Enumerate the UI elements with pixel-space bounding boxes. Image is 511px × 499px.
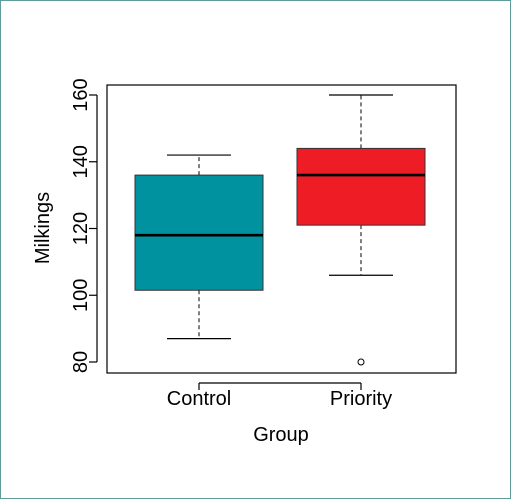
- box-priority: [296, 94, 426, 366]
- plot-area-border: [106, 84, 457, 374]
- x-tick-label: Control: [167, 388, 231, 410]
- boxes-layer: [134, 94, 426, 366]
- x-tick-label: Priority: [330, 388, 392, 410]
- box-control: [134, 154, 264, 340]
- x-axis-ticks: Control Priority: [167, 383, 392, 410]
- x-axis-title: Group: [253, 424, 309, 446]
- y-axis-title: Milkings: [32, 192, 54, 264]
- y-axis-ticks: 80 100 120 140 160: [70, 78, 97, 373]
- y-tick-label: 80: [70, 351, 92, 373]
- iqr-box: [134, 174, 264, 291]
- iqr-box: [296, 147, 426, 226]
- y-tick-label: 100: [70, 279, 92, 312]
- outlier-point: [357, 358, 365, 366]
- y-tick-label: 140: [70, 145, 92, 178]
- y-tick-label: 160: [70, 78, 92, 111]
- y-tick-label: 120: [70, 212, 92, 245]
